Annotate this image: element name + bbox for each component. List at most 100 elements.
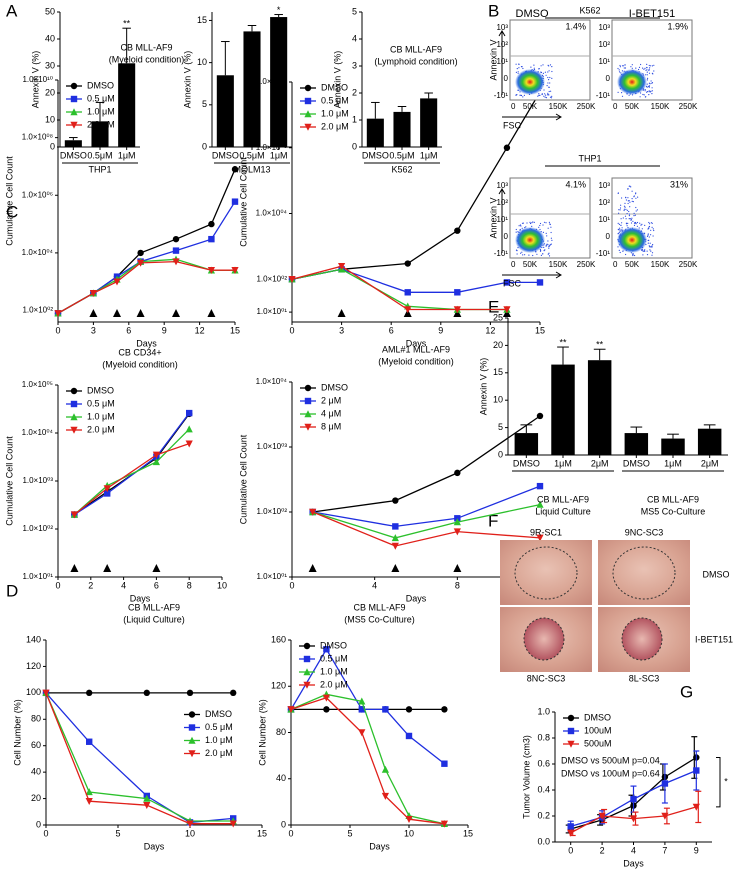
event-dot <box>623 205 626 207</box>
y-tick-label: 0.2 <box>537 810 550 820</box>
y-axis-label: Cumulative Cell Count <box>238 434 248 524</box>
series-line <box>312 415 541 513</box>
y-tick-label: 4 <box>352 33 357 43</box>
event-dot <box>519 224 522 226</box>
y-tick-label: 80 <box>31 714 41 724</box>
flow-y-tick: 0 <box>504 232 509 241</box>
event-dot <box>624 67 627 69</box>
y-tick-label: 1.0×10⁰⁴ <box>22 428 54 437</box>
data-point <box>113 278 121 286</box>
series-line <box>312 511 541 547</box>
legend-marker <box>70 121 78 129</box>
flow-y-tick: 0 <box>606 232 611 241</box>
legend-marker <box>303 655 311 663</box>
event-dot <box>636 225 639 227</box>
event-dot <box>636 221 639 224</box>
treatment-marker <box>70 564 79 572</box>
event-dot <box>629 218 631 220</box>
event-dot <box>642 249 644 251</box>
event-dot <box>625 199 628 201</box>
data-point <box>453 528 461 536</box>
chart-title: CB CD34+ <box>118 347 161 357</box>
data-point <box>186 820 194 828</box>
event-dot <box>631 200 633 202</box>
data-point <box>208 235 215 243</box>
y-tick-label: 0 <box>498 449 503 459</box>
y-axis-label: Annexin V (%) <box>182 51 192 109</box>
x-tick-label: 0 <box>55 580 60 590</box>
photo-label: 9NC-SC3 <box>625 527 664 537</box>
event-dot <box>650 234 652 236</box>
flow-y-tick: -10¹ <box>494 91 509 100</box>
event-dot <box>636 209 639 211</box>
event-dot <box>638 66 641 68</box>
series-line <box>290 697 445 825</box>
event-dot <box>623 65 625 67</box>
event-dot <box>653 64 655 66</box>
treatment-marker <box>89 309 98 317</box>
event-dot <box>520 252 522 254</box>
event-dot <box>623 209 625 212</box>
flow-y-tick: 0 <box>504 74 509 83</box>
event-dot <box>647 239 649 242</box>
panel-letter: C <box>6 202 18 221</box>
event-dot <box>649 223 651 225</box>
y-tick-label: 1.0×10⁰¹ <box>256 307 287 316</box>
data-point <box>392 497 399 504</box>
density <box>515 69 545 95</box>
event-dot <box>543 221 546 223</box>
event-dot <box>621 197 623 199</box>
event-dot <box>651 82 653 84</box>
data-point <box>185 425 193 433</box>
legend-label: 2.0 μM <box>205 748 233 758</box>
data-point <box>70 511 78 519</box>
event-dot <box>551 77 553 79</box>
event-dot <box>618 71 621 73</box>
data-point <box>230 689 237 697</box>
chart-title: CB MLL-AF9 <box>390 44 442 54</box>
panel-letter: E <box>488 297 499 316</box>
x-axis-label: Days <box>369 841 390 851</box>
event-dot <box>545 94 547 96</box>
gate-percent: 4.1% <box>565 179 586 189</box>
y-tick-label: 1.0×10⁰² <box>256 274 287 283</box>
event-dot <box>543 246 545 248</box>
bar <box>118 63 136 147</box>
legend-marker <box>70 387 78 395</box>
data-point <box>441 760 448 767</box>
tumor-outline <box>514 546 578 600</box>
bar <box>366 118 384 147</box>
y-tick-label: 60 <box>31 740 41 750</box>
y-tick-label: 1.0×10⁰⁴ <box>256 209 288 218</box>
legend-label: DMSO <box>205 709 232 719</box>
flow-cell-line: K562 <box>579 5 600 15</box>
event-dot <box>549 96 552 98</box>
event-dot <box>646 83 648 85</box>
event-dot <box>628 94 630 96</box>
legend-marker <box>304 84 312 92</box>
significance: ** <box>559 337 567 347</box>
event-dot <box>522 254 524 256</box>
chart-title: CB MLL-AF9 <box>128 602 180 612</box>
event-dot <box>638 68 640 71</box>
series-line <box>57 201 236 314</box>
event-dot <box>548 70 550 72</box>
event-dot <box>544 96 546 98</box>
data-point <box>85 798 93 806</box>
event-dot <box>629 201 631 203</box>
x-tick-label: 10 <box>217 580 227 590</box>
event-dot <box>619 209 621 211</box>
legend-label: 0.5 μM <box>87 93 115 103</box>
data-point <box>692 803 700 811</box>
x-axis-label: Days <box>623 858 644 868</box>
flow-x-axis-label: FSC <box>503 278 522 288</box>
chart-subtitle: (Myeloid condition) <box>102 359 178 369</box>
y-tick-label: 1.0×10⁰¹ <box>256 572 287 581</box>
event-dot <box>653 70 655 72</box>
bar <box>243 31 261 147</box>
data-point <box>381 792 389 800</box>
legend-marker <box>70 426 78 434</box>
event-dot <box>551 66 553 68</box>
y-tick-label: 10 <box>493 395 503 405</box>
legend-marker <box>567 740 575 748</box>
